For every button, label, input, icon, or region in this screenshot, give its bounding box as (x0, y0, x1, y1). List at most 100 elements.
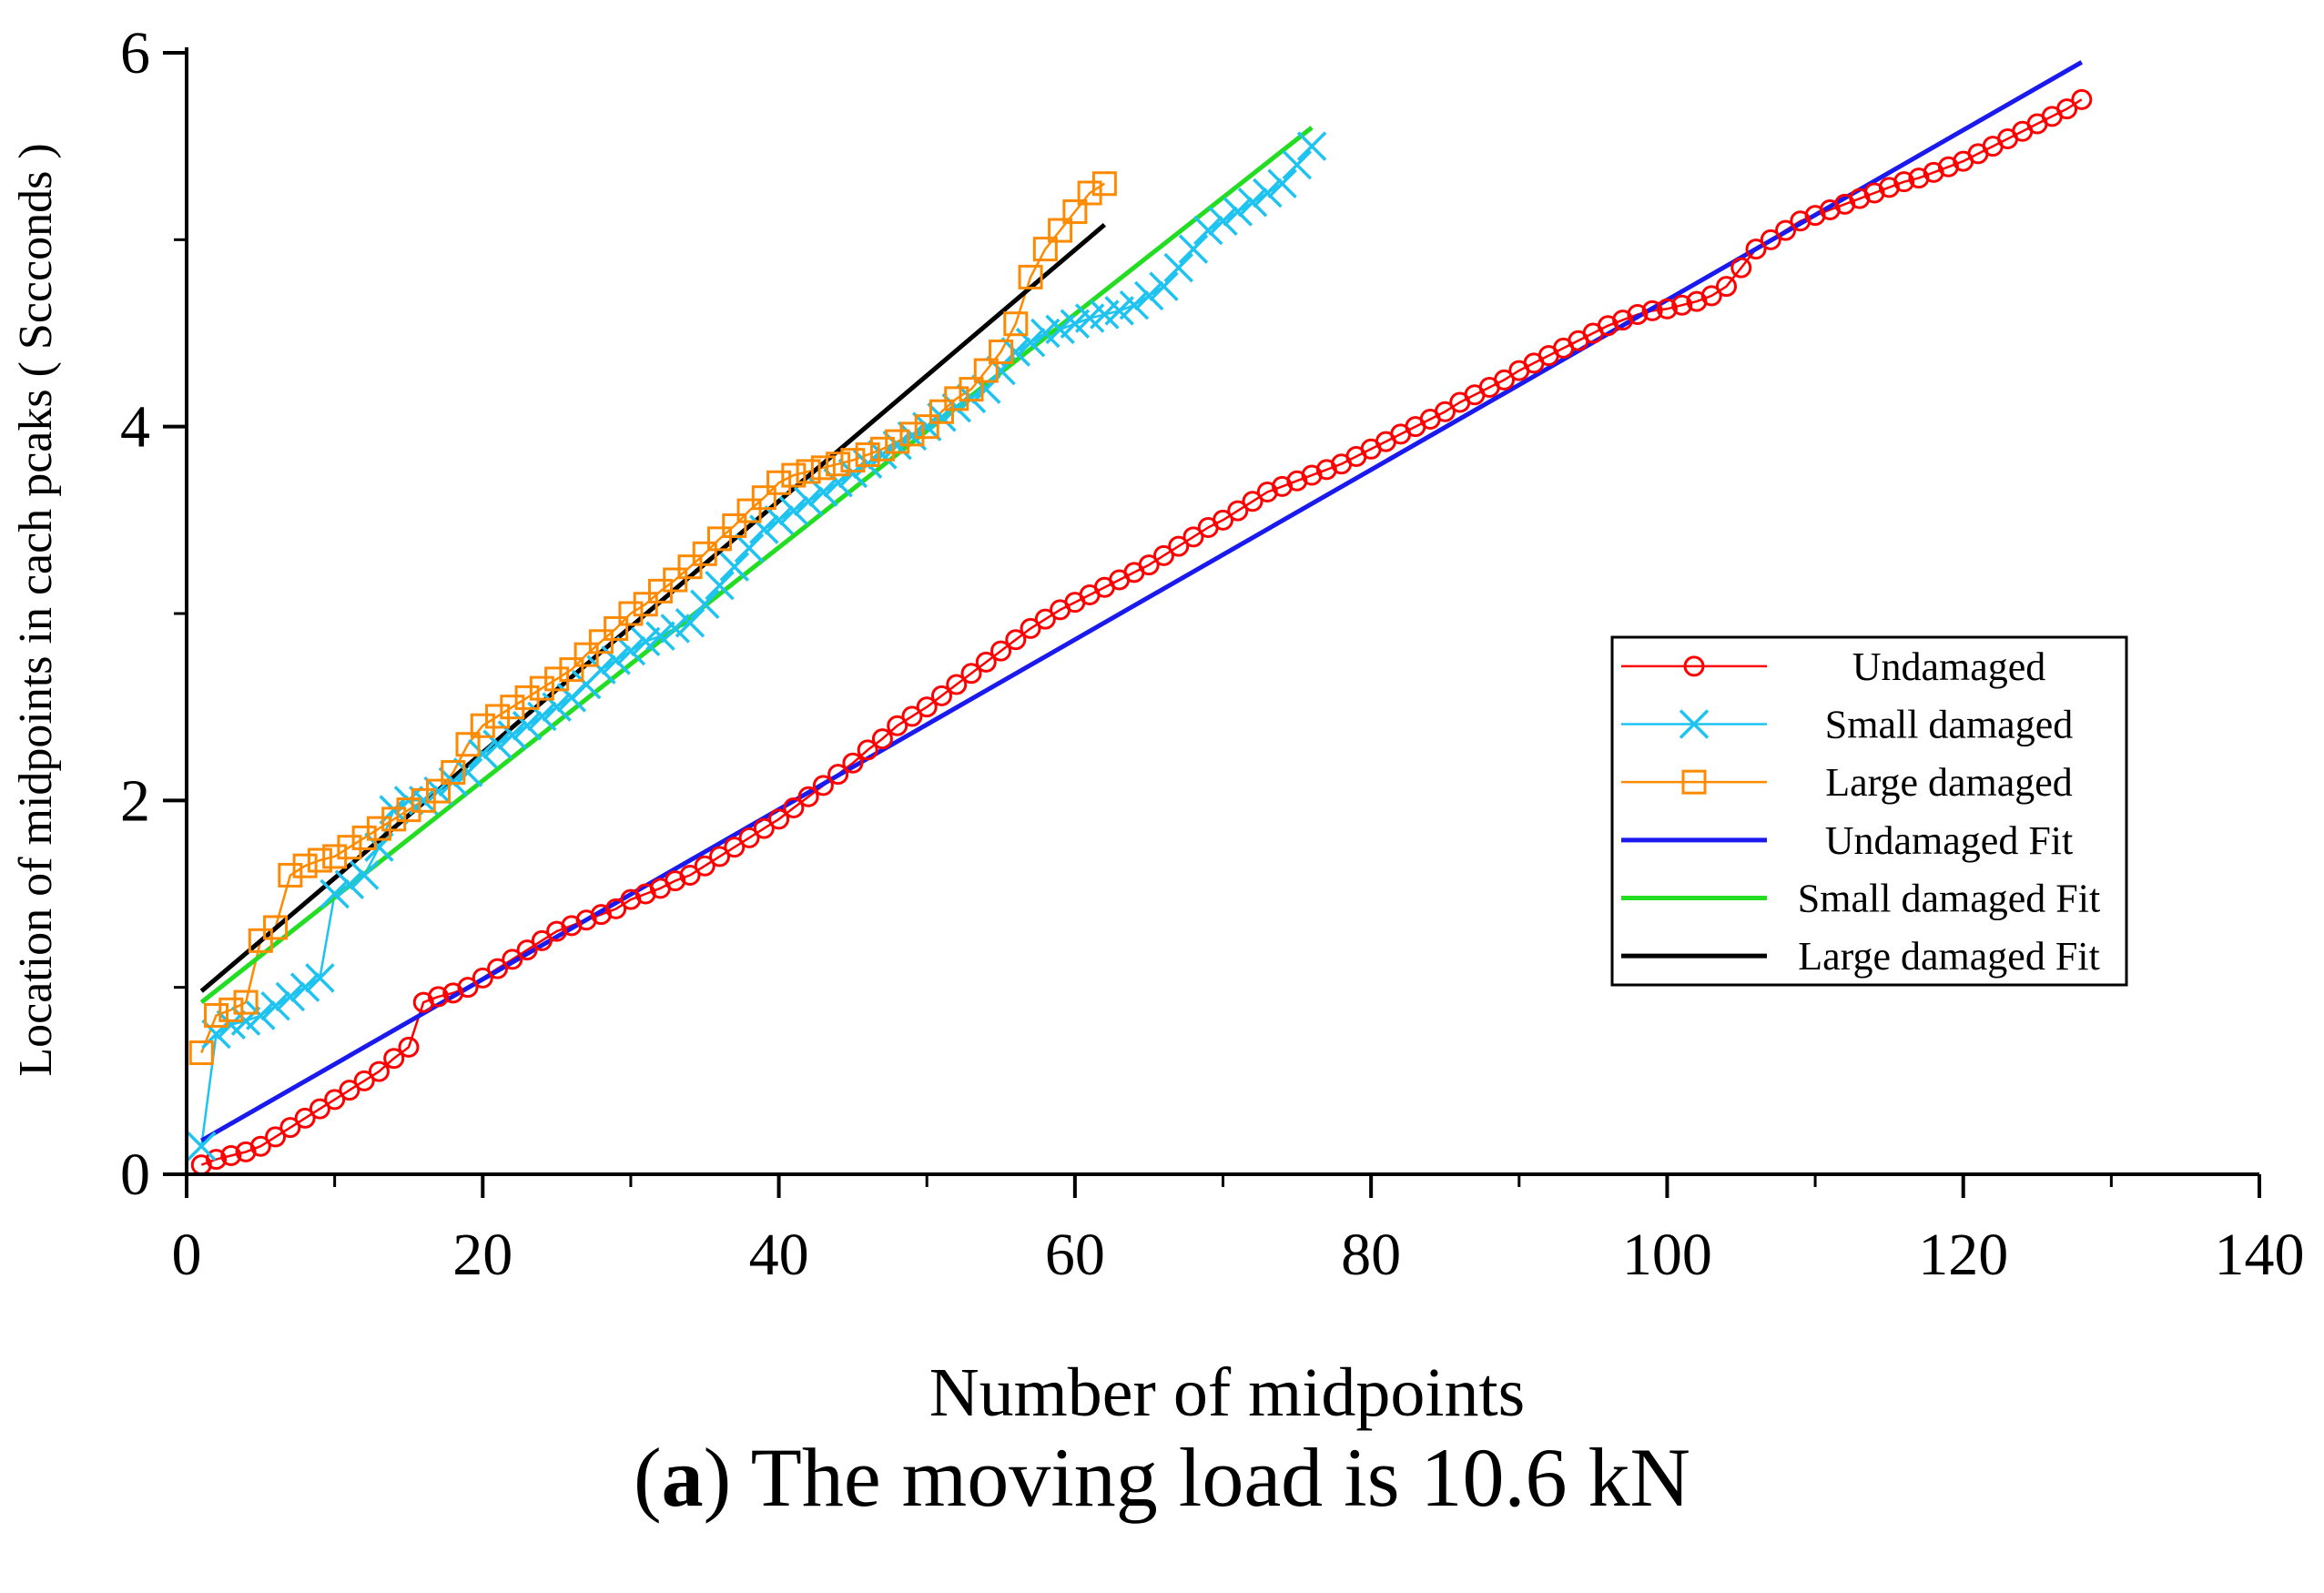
large-damaged-point (944, 386, 969, 411)
large-damaged-point (959, 377, 984, 402)
small-damaged-point (1149, 271, 1179, 301)
large-damaged-point (559, 657, 584, 683)
undamaged-point (887, 715, 908, 736)
large-damaged-point (322, 844, 348, 869)
legend-box (1610, 635, 2128, 987)
undamaged-point (2071, 88, 2093, 110)
small-damaged-point (349, 860, 380, 890)
large-damaged-point (573, 642, 599, 667)
small-damaged-point (586, 654, 616, 685)
undamaged-point (738, 827, 760, 848)
undamaged-point (265, 1126, 287, 1148)
undamaged-point (871, 728, 893, 750)
small-damaged-point (260, 990, 290, 1021)
undamaged-point (857, 739, 878, 761)
small-damaged-point (408, 786, 439, 816)
x-tick-label: 20 (452, 1222, 512, 1288)
x-tick-label: 40 (749, 1222, 809, 1288)
undamaged-fit-legend-label: Undamaged Fit (1825, 818, 2074, 863)
small-damaged-series-line (200, 145, 1314, 1147)
small-damaged-point (187, 1131, 217, 1162)
undamaged-point (1242, 491, 1263, 512)
large-damaged-point (899, 421, 925, 447)
undamaged-point (960, 663, 982, 685)
small-damaged-point (305, 963, 335, 993)
small-damaged-point (1208, 206, 1238, 237)
large-damaged-point (869, 436, 895, 462)
large-damaged-point (826, 452, 851, 477)
undamaged-point (398, 1036, 420, 1058)
undamaged-point (516, 939, 538, 961)
undamaged-point (605, 898, 627, 919)
undamaged-point (1745, 238, 1767, 260)
large-damaged-point (914, 414, 939, 440)
large-damaged-point (1077, 180, 1102, 206)
undamaged-point (916, 696, 938, 718)
small-damaged-point (542, 692, 572, 722)
undamaged-point (249, 1135, 271, 1157)
large-damaged-point (707, 526, 733, 552)
large-damaged-point (1032, 237, 1058, 262)
undamaged-point (206, 1149, 228, 1171)
undamaged-point (427, 986, 449, 1008)
small-damaged-point (482, 729, 512, 759)
small-damaged-point (438, 766, 468, 797)
small-damaged-fit-legend-label: Small damaged Fit (1798, 877, 2100, 921)
y-tick-label: 4 (120, 394, 150, 461)
caption-text: ) The moving load is 10.6 kN (703, 1431, 1690, 1524)
small-damaged-point (1253, 178, 1283, 208)
small-damaged-point (1223, 197, 1253, 227)
small-damaged-point (868, 440, 898, 470)
large-damaged-point (204, 1002, 229, 1028)
undamaged-point (1715, 276, 1737, 298)
large-damaged-point (1062, 199, 1088, 225)
large-damaged-point (810, 455, 836, 481)
undamaged-fit-series-line (200, 60, 2084, 1143)
undamaged-point (472, 967, 493, 989)
small-damaged-point (1163, 252, 1193, 283)
large-damaged-point (455, 732, 481, 757)
y-axis-ticks: 0 2 4 6 (120, 20, 187, 1208)
undamaged-legend-label: Undamaged (1852, 644, 2046, 689)
large-damaged-point (351, 825, 377, 850)
undamaged-point (1760, 228, 1781, 250)
small-damaged-point (246, 1000, 276, 1030)
large-damaged-point (233, 989, 259, 1015)
large-damaged-point (618, 601, 644, 626)
small-damaged-point (1133, 280, 1164, 311)
large-damaged-point (692, 541, 717, 566)
large-damaged-point (722, 512, 747, 538)
large-damaged-point (500, 695, 525, 720)
large-damaged-point (514, 685, 540, 710)
small-damaged-point (320, 878, 350, 909)
caption-open-paren: ( (634, 1431, 662, 1524)
undamaged-point (1020, 617, 1041, 639)
large-damaged-point (855, 441, 880, 467)
undamaged-point (724, 837, 746, 858)
large-damaged-point (885, 429, 910, 454)
undamaged-point (1213, 509, 1233, 531)
large-damaged-point (366, 816, 391, 841)
marker-layer (187, 88, 2093, 1176)
undamaged-point (1893, 171, 1915, 193)
undamaged-point (1434, 401, 1456, 422)
large-damaged-point (929, 399, 954, 424)
large-damaged-series-line (200, 182, 1106, 1053)
small-damaged-point (911, 411, 942, 441)
small-damaged-point (1296, 131, 1327, 161)
large-damaged-point (766, 470, 792, 495)
large-damaged-point (677, 554, 703, 580)
small-damaged-point (468, 738, 498, 769)
undamaged-point (1227, 500, 1249, 522)
undamaged-point (990, 640, 1012, 662)
undamaged-point (353, 1070, 375, 1091)
undamaged-legend-marker (1683, 655, 1705, 677)
x-tick-label: 60 (1045, 1222, 1105, 1288)
small-damaged-point (527, 701, 557, 732)
undamaged-point (1671, 294, 1693, 316)
small-damaged-point (719, 552, 750, 582)
undamaged-point (768, 808, 790, 830)
small-damaged-point (1000, 337, 1031, 367)
large-damaged-point (781, 462, 807, 488)
undamaged-point (1152, 544, 1174, 566)
